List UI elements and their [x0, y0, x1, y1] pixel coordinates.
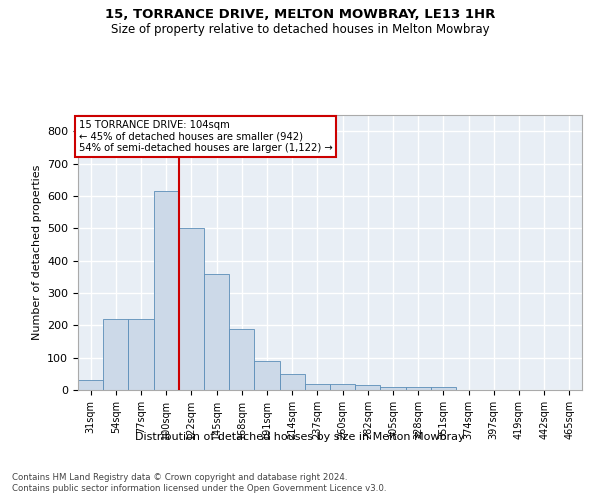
Bar [78, 380, 103, 390]
Bar [355, 385, 380, 390]
Bar [406, 387, 431, 390]
Text: 15, TORRANCE DRIVE, MELTON MOWBRAY, LE13 1HR: 15, TORRANCE DRIVE, MELTON MOWBRAY, LE13… [105, 8, 495, 20]
Bar [380, 388, 406, 390]
Bar [229, 328, 254, 390]
Text: Distribution of detached houses by size in Melton Mowbray: Distribution of detached houses by size … [135, 432, 465, 442]
Bar [128, 319, 154, 390]
Bar [280, 374, 305, 390]
Bar [330, 384, 355, 390]
Bar [305, 384, 330, 390]
Bar [179, 228, 204, 390]
Bar [431, 388, 456, 390]
Bar [254, 361, 280, 390]
Y-axis label: Number of detached properties: Number of detached properties [32, 165, 41, 340]
Bar [103, 319, 128, 390]
Text: Size of property relative to detached houses in Melton Mowbray: Size of property relative to detached ho… [110, 22, 490, 36]
Text: Contains public sector information licensed under the Open Government Licence v3: Contains public sector information licen… [12, 484, 386, 493]
Bar [154, 191, 179, 390]
Text: 15 TORRANCE DRIVE: 104sqm
← 45% of detached houses are smaller (942)
54% of semi: 15 TORRANCE DRIVE: 104sqm ← 45% of detac… [79, 120, 332, 152]
Text: Contains HM Land Registry data © Crown copyright and database right 2024.: Contains HM Land Registry data © Crown c… [12, 472, 347, 482]
Bar [204, 274, 229, 390]
